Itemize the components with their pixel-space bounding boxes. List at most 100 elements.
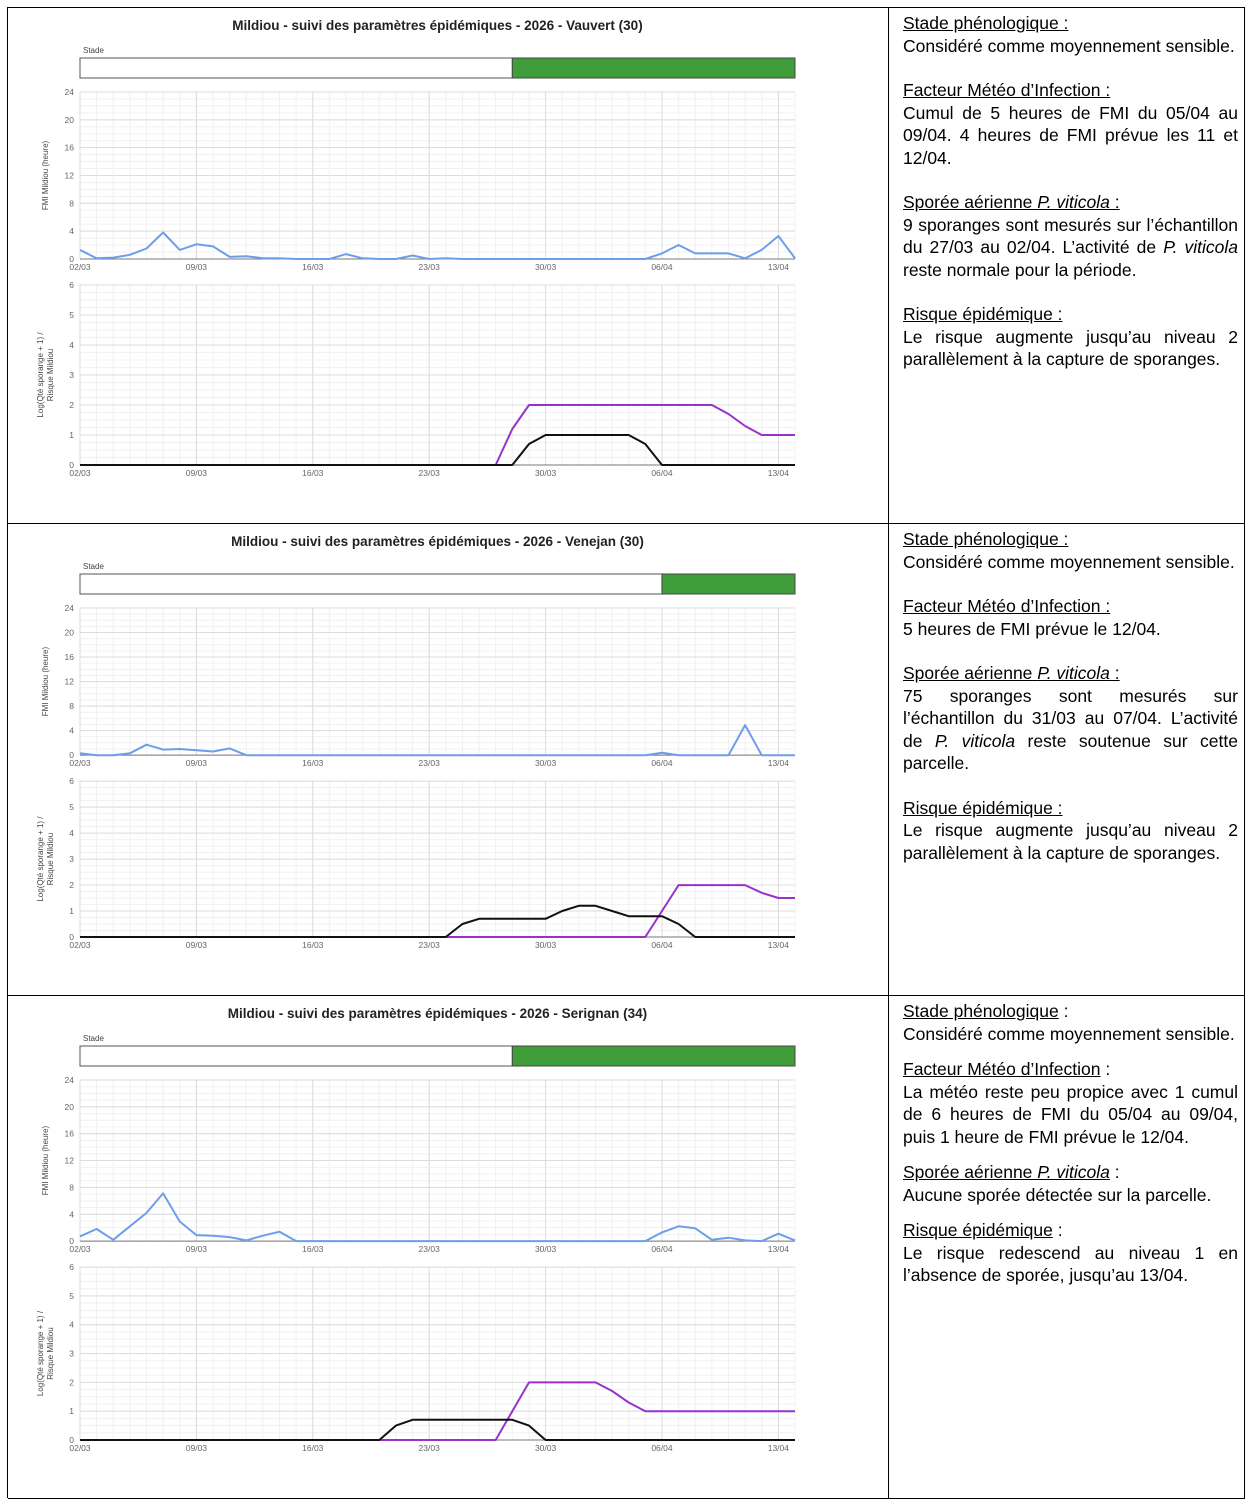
risk-plot-ytick-label: 4	[69, 340, 74, 350]
fmi-plot-series-line-0	[79, 724, 795, 757]
fmi-plot-ytick-label: 4	[69, 726, 74, 736]
fmi-plot-xtick-label: 23/03	[419, 262, 441, 272]
fmi-plot-xtick-label: 13/04	[768, 262, 790, 272]
section-heading: Sporée aérienne P. viticola :	[903, 1162, 1120, 1182]
fmi-plot-xtick-label: 16/03	[302, 758, 324, 768]
section-title: Stade phénologique :	[903, 529, 1069, 549]
section-title: Risque épidémique	[903, 1220, 1053, 1240]
risk-plot-xtick-label: 09/03	[186, 468, 208, 478]
stade-bar-white	[79, 57, 513, 79]
chart-cell: Mildiou - suivi des paramètres épidémiqu…	[8, 8, 889, 523]
fmi-plot-ylabel: FMI Mildiou (heure)	[41, 647, 50, 717]
section-body: La météo reste peu propice avec 1 cumul …	[903, 1081, 1238, 1147]
text-section: Sporée aérienne P. viticola :75 sporange…	[903, 662, 1238, 775]
risk-plot-xtick-label: 13/04	[768, 1443, 790, 1453]
risk-plot-ytick-label: 1	[69, 906, 74, 916]
section-heading: Risque épidémique :	[903, 1220, 1063, 1240]
fmi-plot-ytick-label: 0	[69, 1236, 74, 1246]
risk-plot-series-line-1	[80, 1418, 795, 1441]
risk-plot-xtick-label: 23/03	[419, 468, 441, 478]
risk-plot-ytick-label: 3	[69, 370, 74, 380]
risk-plot-ytick-label: 1	[69, 1406, 74, 1416]
section-title: Risque épidémique :	[903, 797, 1063, 818]
fmi-plot-xtick-label: 23/03	[419, 1244, 441, 1254]
text-section: Risque épidémique : Le risque augmente ju…	[903, 797, 1238, 865]
chart-venejan: Mildiou - suivi des paramètres épidémiqu…	[36, 534, 796, 950]
section-heading: Stade phénologique :	[903, 1001, 1069, 1021]
risk-plot-ytick-label: 4	[69, 828, 74, 838]
fmi-plot-xtick-label: 30/03	[535, 1244, 557, 1254]
section-heading: Sporée aérienne P. viticola :	[903, 662, 1238, 685]
risk-plot-xtick-label: 02/03	[69, 1443, 91, 1453]
fmi-plot-xtick-label: 16/03	[302, 262, 324, 272]
text-section: Sporée aérienne P. viticola :9 sporanges…	[903, 191, 1238, 281]
risk-plot-ytick-label: 5	[69, 1291, 74, 1301]
risk-plot-ylabel: Risque Mildiou	[46, 833, 55, 885]
fmi-plot-ytick-label: 24	[65, 1075, 75, 1085]
fmi-plot-xtick-label: 16/03	[302, 1244, 324, 1254]
section-body: 5 heures de FMI prévue le 12/04.	[903, 618, 1161, 639]
fmi-plot-ylabel: FMI Mildiou (heure)	[41, 1126, 50, 1196]
section-heading: Facteur Météo d’Infection :	[903, 1059, 1111, 1079]
risk-plot-xtick-label: 23/03	[419, 940, 441, 950]
risk-plot-ytick-label: 6	[69, 280, 74, 290]
section-title: Facteur Météo d’Infection :	[903, 80, 1111, 100]
fmi-plot-ytick-label: 8	[69, 1182, 74, 1192]
stade-bar-green	[661, 573, 796, 595]
risk-plot-ytick-label: 5	[69, 310, 74, 320]
risk-plot-ytick-label: 4	[69, 1320, 74, 1330]
fmi-plot-series-line-0	[79, 231, 796, 260]
risk-plot-ytick-label: 2	[69, 1377, 74, 1387]
text-section: Stade phénologique : Considéré comme moye…	[903, 528, 1238, 573]
risk-plot-ytick-label: 5	[69, 802, 74, 812]
text-section: Risque épidémique : Le risque redescend a…	[903, 1219, 1238, 1287]
chart-serignan: Mildiou - suivi des paramètres épidémiqu…	[36, 1006, 796, 1453]
fmi-plot-ytick-label: 20	[65, 115, 75, 125]
fmi-plot-xtick-label: 13/04	[768, 1244, 790, 1254]
fmi-plot-xtick-label: 09/03	[186, 1244, 208, 1254]
risk-plot-ytick-label: 0	[69, 932, 74, 942]
section-title: Sporée aérienne P. viticola	[903, 1162, 1110, 1182]
text-section: Facteur Météo d’Infection :5 heures de F…	[903, 595, 1238, 640]
risk-plot-ylabel: Log(Qté sporange + 1) /	[36, 332, 45, 418]
chart-vauvert: Mildiou - suivi des paramètres épidémiqu…	[36, 18, 796, 478]
fmi-plot-xtick-label: 02/03	[69, 1244, 91, 1254]
fmi-plot-ytick-label: 12	[65, 677, 75, 687]
risk-plot-xtick-label: 13/04	[768, 468, 790, 478]
risk-plot-xtick-label: 06/04	[651, 1443, 673, 1453]
fmi-plot-xtick-label: 13/04	[768, 758, 790, 768]
risk-plot-xtick-label: 30/03	[535, 1443, 557, 1453]
section-heading: Facteur Météo d’Infection :	[903, 79, 1238, 102]
section-title: Stade phénologique :	[903, 13, 1069, 33]
stade-bar-white	[79, 573, 663, 595]
risk-plot-xtick-label: 16/03	[302, 468, 324, 478]
text-cell: Stade phénologique : Considéré comme moye…	[889, 8, 1245, 523]
text-section: Facteur Météo d’Infection : Cumul de 5 he…	[903, 79, 1238, 169]
fmi-plot-ytick-label: 12	[65, 170, 75, 180]
section-body: Considéré comme moyennement sensible.	[903, 1023, 1235, 1044]
fmi-plot-ytick-label: 20	[65, 1102, 75, 1112]
risk-plot-ylabel: Log(Qté sporange + 1) /	[36, 1310, 45, 1396]
fmi-plot-xtick-label: 06/04	[651, 262, 673, 272]
section-body: Le risque augmente jusqu’au niveau 2 par…	[903, 820, 1238, 863]
section-title: Stade phénologique	[903, 1001, 1059, 1021]
fmi-plot-xtick-label: 02/03	[69, 262, 91, 272]
risk-plot-xtick-label: 16/03	[302, 1443, 324, 1453]
fmi-plot-xtick-label: 30/03	[535, 758, 557, 768]
text-section: Sporée aérienne P. viticola : Aucune spor…	[903, 1161, 1238, 1206]
risk-plot-ytick-label: 2	[69, 880, 74, 890]
risk-plot-xtick-label: 09/03	[186, 940, 208, 950]
fmi-plot-ytick-label: 0	[69, 750, 74, 760]
fmi-plot-ytick-label: 8	[69, 198, 74, 208]
chart-cell: Mildiou - suivi des paramètres épidémiqu…	[8, 524, 889, 995]
section-title: Sporée aérienne P. viticola :	[903, 192, 1120, 212]
report-table: Mildiou - suivi des paramètres épidémiqu…	[7, 7, 1245, 1499]
stade-label: Stade	[83, 562, 104, 571]
section-heading: Stade phénologique :	[903, 528, 1238, 551]
section-heading: Stade phénologique :	[903, 12, 1238, 35]
fmi-plot-ytick-label: 0	[69, 254, 74, 264]
risk-plot-xtick-label: 06/04	[651, 468, 673, 478]
risk-plot-xtick-label: 06/04	[651, 940, 673, 950]
stade-bar-white	[79, 1045, 513, 1067]
fmi-plot-ylabel: FMI Mildiou (heure)	[41, 140, 50, 210]
